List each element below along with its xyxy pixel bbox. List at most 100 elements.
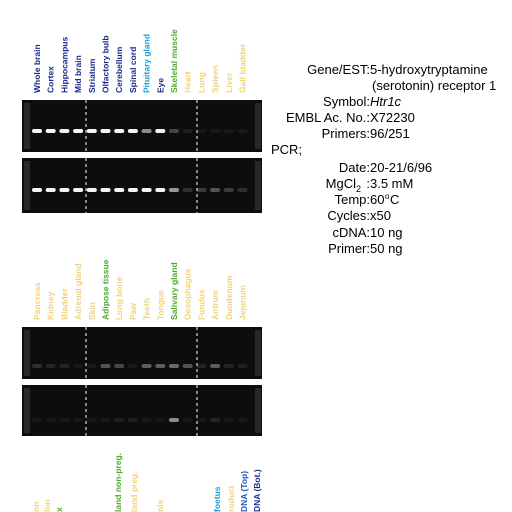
lane-label: DNA (Top): [239, 471, 249, 512]
ladder: [24, 388, 30, 433]
gel-band: [100, 364, 111, 368]
info-label: MgCl: [326, 176, 356, 191]
info-label: Symbol:: [323, 94, 370, 109]
info-value: 60: [370, 192, 384, 207]
gel-band: [127, 188, 138, 192]
info-label: EMBL Ac. No.:: [286, 110, 370, 125]
lane-label: Duodenum: [224, 275, 234, 320]
gel-band: [86, 129, 97, 133]
gel-band: [182, 418, 193, 422]
gel-band: [182, 188, 193, 192]
gel-band: [182, 364, 193, 368]
lane-label: Antrum: [210, 289, 220, 320]
gel-band: [169, 188, 179, 192]
info-label: Cycles:: [327, 208, 370, 223]
gel-band: [86, 418, 97, 422]
gel-band: [223, 364, 234, 368]
lane-label: Paw: [128, 303, 138, 320]
lane-label: Mid brain: [73, 55, 83, 93]
gel-panel: [22, 327, 262, 379]
gel-band: [196, 129, 207, 133]
lane-label: Cortex: [46, 66, 56, 93]
gel-band: [100, 188, 111, 192]
lane-label: Teeth: [142, 298, 152, 320]
gel-band: [45, 364, 56, 368]
lane-label: Oesophagus: [183, 268, 193, 320]
gel-band: [223, 188, 234, 192]
gel-band: [196, 188, 207, 192]
gel-band: [237, 188, 248, 192]
gel-band: [73, 418, 84, 422]
gel-band: [59, 129, 70, 133]
gel-panel: [22, 100, 262, 152]
gel-band: [237, 364, 248, 368]
gel-band: [32, 364, 42, 368]
lane-label: Skeletal muscle: [169, 29, 179, 93]
info-value: C: [390, 192, 399, 207]
gel-band: [169, 129, 179, 133]
lane-label: Eye: [155, 78, 165, 93]
gel-band: [100, 129, 111, 133]
lane-label: on: [31, 502, 41, 512]
info-value: 96/251: [370, 126, 410, 141]
info-value: 20-21/6/96: [370, 160, 432, 175]
lane-label: land preg.: [129, 471, 139, 512]
lane-label: Skin: [87, 302, 97, 320]
info-label: PCR;: [271, 142, 302, 157]
lane-label: Striatum: [87, 58, 97, 93]
gel-band: [196, 418, 207, 422]
lane-label: Gall bladder: [238, 43, 248, 93]
gel-band: [32, 418, 42, 422]
lane-label: nis: [155, 499, 165, 512]
gel-band: [141, 364, 152, 368]
gel-band: [210, 129, 221, 133]
gel-band: [127, 129, 138, 133]
lane-label: Salivary gland: [169, 262, 179, 320]
ladder: [24, 161, 30, 210]
info-label: Primer:: [328, 241, 370, 256]
lane-label: Adrenal gland: [73, 263, 83, 320]
lane-label: land non-preg.: [113, 453, 123, 512]
gel-band: [141, 129, 152, 133]
info-label: cDNA:: [332, 225, 370, 240]
gels: [22, 100, 262, 436]
ladder: [24, 103, 30, 149]
gel-band: [100, 418, 111, 422]
ladder: [255, 103, 261, 149]
info-subscript: 2: [356, 184, 361, 194]
lane-label: roduct: [226, 485, 236, 512]
lane-label: Lung: [196, 72, 206, 93]
lane-label: foetus: [212, 486, 222, 512]
gel-band: [155, 418, 166, 422]
gel-band: [155, 129, 166, 133]
gel-band: [155, 188, 166, 192]
lane-label: Spleen: [210, 65, 220, 93]
lane-label: lon: [42, 499, 52, 512]
gel-band: [59, 364, 70, 368]
lane-label: Cerebellum: [114, 46, 124, 93]
lane-label: Spinal cord: [128, 47, 138, 93]
gel-band: [127, 418, 138, 422]
lane-label: Whole brain: [32, 44, 42, 93]
gel-panel: [22, 385, 262, 436]
info-value: X72230: [370, 110, 415, 125]
gel-band: [32, 129, 42, 133]
lane-label: Liver: [224, 72, 234, 93]
lane-labels: Whole brain Cortex Hippocampus Mid brain Str…: [31, 29, 262, 512]
gel-band: [45, 418, 56, 422]
lane-label: Long bone: [114, 276, 124, 320]
gel-band: [73, 364, 84, 368]
gel-band: [210, 364, 221, 368]
ladder: [255, 388, 261, 433]
lane-label: Tongue: [155, 290, 165, 320]
lane-label: Bladder: [59, 288, 69, 320]
gel-band: [45, 188, 56, 192]
info-panel: Gene/EST: 5-hydroxytryptamine (serotonin…: [271, 62, 496, 256]
gel-band: [210, 418, 221, 422]
gel-band: [59, 418, 70, 422]
gel-band: [73, 188, 84, 192]
gel-panel: [22, 158, 262, 213]
info-value: 50 ng: [370, 241, 403, 256]
gel-band: [223, 129, 234, 133]
